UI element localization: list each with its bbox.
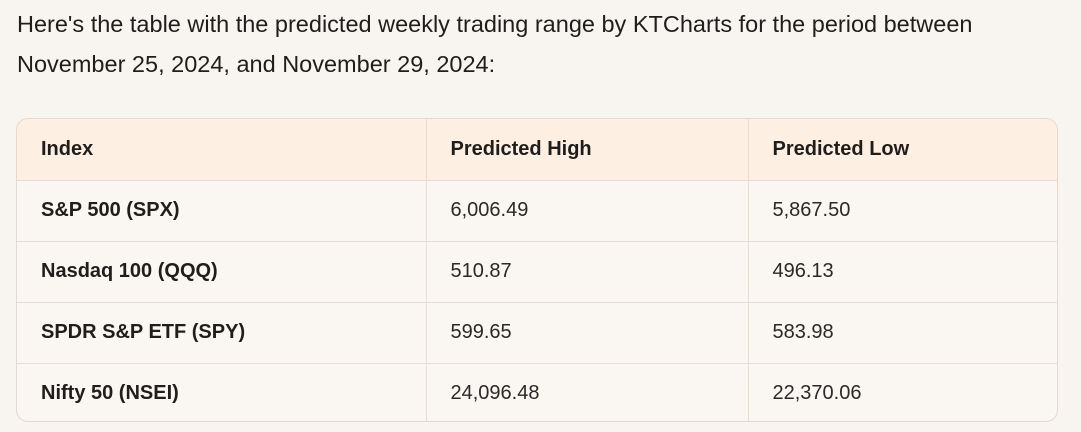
predicted-low-value: 5,867.50 [747,180,1057,242]
table-header-row: Index Predicted High Predicted Low [17,119,1057,181]
header-index: Index [17,119,426,181]
predicted-high-value: 510.87 [425,241,748,303]
table: Index Predicted High Predicted Low S&P 5… [17,119,1057,421]
index-name: Nasdaq 100 (QQQ) [17,241,426,303]
index-name: Nifty 50 (NSEI) [41,382,179,405]
table-row: Nifty 50 (NSEI) 24,096.48 22,370.06 [17,363,1057,421]
predicted-high-value: 599.65 [425,302,748,364]
index-name: SPDR S&P ETF (SPY) [17,302,426,364]
predicted-low-value: 583.98 [747,302,1057,364]
trading-range-table: Index Predicted High Predicted Low S&P 5… [16,118,1058,422]
table-row: Nasdaq 100 (QQQ) 510.87 496.13 [17,241,1057,303]
intro-text: Here's the table with the predicted week… [17,11,973,77]
predicted-low-value: 496.13 [747,241,1057,303]
table-row: S&P 500 (SPX) 6,006.49 5,867.50 [17,180,1057,242]
predicted-low-value: 22,370.06 [747,363,1057,421]
table-row: SPDR S&P ETF (SPY) 599.65 583.98 [17,302,1057,364]
header-predicted-high: Predicted High [425,119,748,181]
predicted-high-value: 6,006.49 [425,180,748,242]
header-predicted-low: Predicted Low [747,119,1057,181]
index-name: S&P 500 (SPX) [17,180,426,242]
predicted-high-value: 24,096.48 [425,363,748,421]
